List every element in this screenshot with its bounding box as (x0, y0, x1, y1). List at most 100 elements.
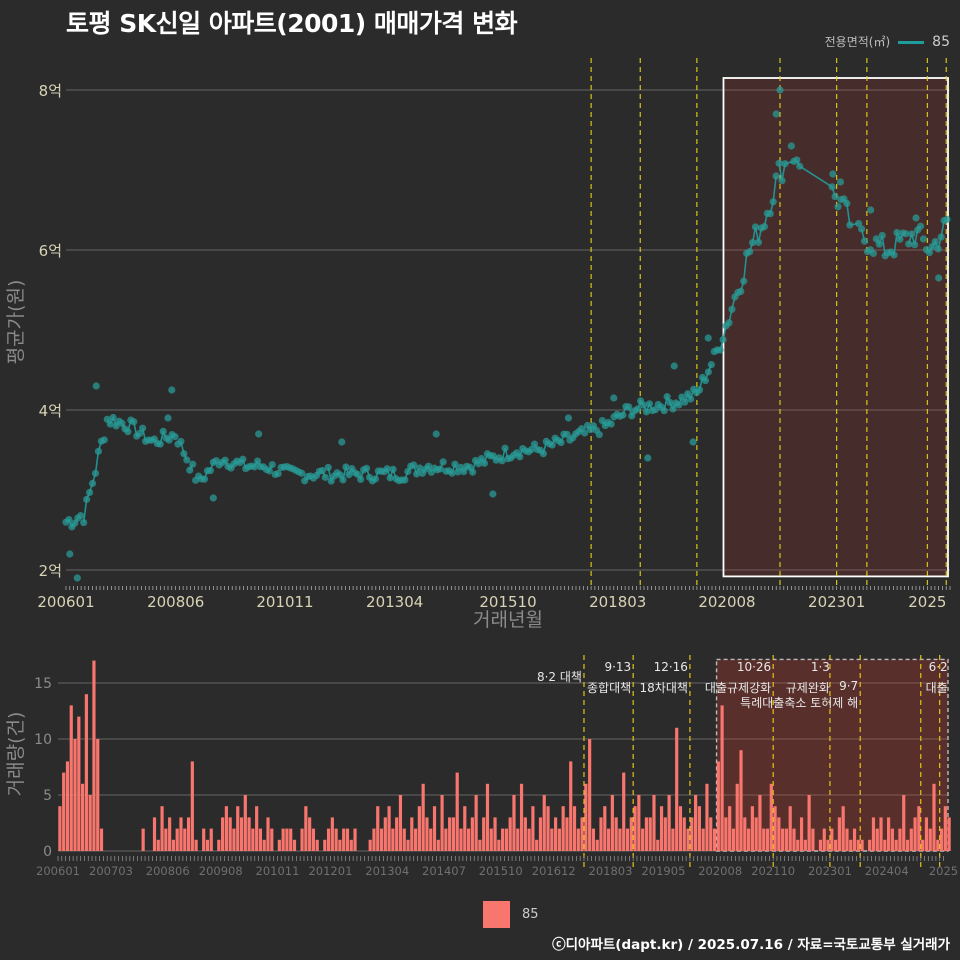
policy-annotation: 대출 (926, 681, 948, 695)
volume-bar (796, 839, 800, 851)
volume-bar (406, 839, 410, 851)
x-tick-label: 201803 (589, 593, 646, 611)
volume-bar (168, 817, 172, 851)
price-point (651, 406, 659, 414)
price-point (644, 454, 652, 462)
volume-bar (183, 828, 187, 851)
volume-bar (902, 795, 906, 851)
price-point (255, 430, 263, 438)
volume-bar (758, 795, 762, 851)
volume-bar (550, 828, 554, 851)
price-point (130, 418, 138, 426)
volume-bar (675, 727, 679, 851)
volume-bar (883, 839, 887, 851)
x-tick-label: 200601 (36, 864, 80, 878)
volume-bar (58, 806, 62, 851)
price-point (772, 172, 780, 180)
volume-bar (576, 828, 580, 851)
volume-bar (221, 817, 225, 851)
volume-bar (171, 839, 176, 851)
volume-bar (663, 817, 667, 851)
volume-bar (637, 795, 641, 851)
price-point (581, 429, 589, 437)
price-point (345, 471, 353, 479)
volume-bar (497, 839, 501, 851)
volume-bar (353, 828, 357, 851)
price-point (100, 436, 108, 444)
price-point (168, 386, 176, 394)
volume-bar (572, 806, 577, 851)
x-tick-label: 201011 (256, 864, 300, 878)
price-point (751, 223, 760, 231)
volume-bar (841, 806, 845, 851)
volume-bar (501, 828, 505, 851)
volume-bar (569, 761, 573, 851)
price-point (239, 455, 247, 463)
price-point (410, 461, 418, 469)
volume-bar (92, 660, 96, 851)
volume-bar (270, 828, 274, 851)
volume-bar (334, 828, 338, 851)
price-point (539, 450, 547, 458)
volume-bar (580, 817, 584, 851)
policy-annotation: 9·7 (839, 679, 858, 693)
price-point (645, 400, 654, 408)
price-point (716, 346, 724, 354)
volume-bar (792, 828, 796, 851)
x-tick-label: 200806 (146, 864, 190, 878)
price-point (610, 394, 618, 402)
chart-title: 토평 SK신일 아파트(2001) 매매가격 변화 (66, 9, 518, 38)
volume-bar (610, 795, 614, 851)
price-point (88, 479, 97, 487)
volume-bar (728, 806, 732, 851)
volume-bar (622, 772, 626, 851)
volume-bar (152, 817, 157, 851)
volume-bar (852, 828, 857, 851)
x-tick-label: 202301 (808, 593, 865, 611)
price-point (769, 198, 777, 206)
price-point (460, 468, 468, 476)
price-point (669, 405, 677, 413)
price-point (265, 467, 273, 475)
price-point (124, 428, 132, 436)
volume-bar (330, 817, 334, 851)
volume-bar (440, 795, 444, 851)
volume-bar (720, 705, 724, 851)
volume-bar (799, 817, 804, 851)
price-point (916, 222, 925, 230)
volume-bar (421, 783, 425, 851)
volume-bar (448, 817, 452, 851)
volume-bar (754, 817, 758, 851)
price-point (775, 159, 783, 167)
x-tick-label: 201304 (366, 593, 423, 611)
price-point (424, 462, 433, 470)
price-point (298, 469, 306, 477)
price-panel: 2억 4억 6억 8억 200601 200806 201011 201304 201510 20… (5, 58, 951, 631)
volume-bar (410, 817, 414, 851)
volume-bar (258, 828, 263, 851)
volume-bar (769, 783, 773, 851)
price-point (689, 438, 697, 446)
price-point (164, 414, 172, 422)
volume-bar (822, 828, 826, 851)
volume-bar (432, 806, 437, 851)
price-point (413, 470, 421, 478)
volume-bar (777, 817, 781, 851)
volume-bar (898, 828, 902, 851)
volume-bar (561, 806, 565, 851)
volume-bar (641, 828, 645, 851)
volume-bar (190, 761, 194, 851)
volume-bar (466, 828, 471, 851)
volume-bar (516, 828, 520, 851)
volume-bar (489, 828, 493, 851)
volume-bar (395, 817, 399, 851)
volume-bar (478, 839, 482, 851)
volume-bar (629, 817, 633, 851)
volume-bar (228, 817, 232, 851)
volume-bar (512, 795, 516, 851)
price-point (389, 465, 397, 473)
volume-bar (311, 828, 316, 851)
volume-bar (542, 795, 546, 851)
volume-bar (69, 705, 73, 851)
